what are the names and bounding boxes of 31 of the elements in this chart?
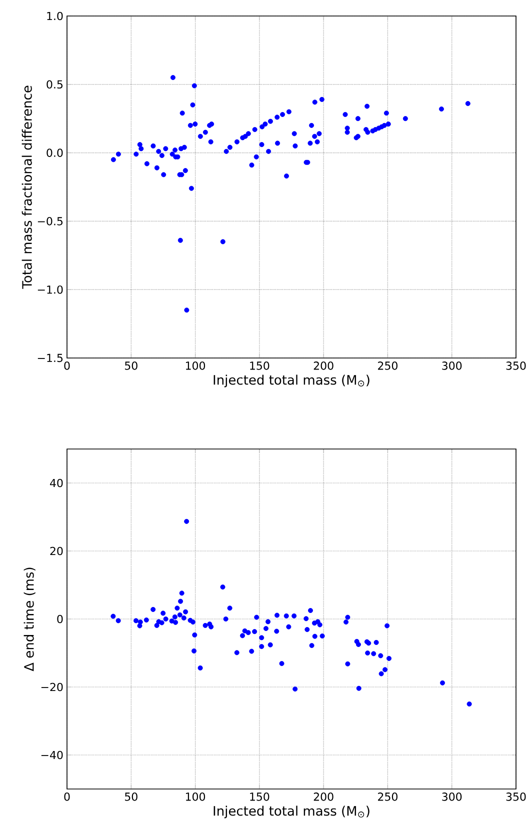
x-tick-label: 300 xyxy=(442,362,462,370)
x-tick-label: 200 xyxy=(314,792,334,801)
y-tick-label: 40 xyxy=(50,478,63,488)
y-tick-label: −1.5 xyxy=(38,354,63,362)
x-tick-label: 250 xyxy=(378,792,398,801)
x-tick-label: 150 xyxy=(250,792,270,801)
x-tick-label: 50 xyxy=(125,792,138,801)
x-axis-title: Injected total mass (M$_{⊙}$) xyxy=(214,806,370,818)
y-axis-title: Δ end time (ms) xyxy=(24,568,36,672)
y-tick-label: −20 xyxy=(41,682,63,692)
x-axis-title: Injected total mass (M$_{⊙}$) xyxy=(214,374,370,388)
x-tick-label: 300 xyxy=(442,792,462,801)
y-tick-label: −0.5 xyxy=(38,217,63,226)
y-tick-label: 0.5 xyxy=(46,80,63,89)
y-tick-label: −40 xyxy=(41,750,63,760)
x-tick-label: 0 xyxy=(64,362,70,370)
y-axis-title: Total mass fractional difference xyxy=(22,86,32,289)
x-tick-label: 350 xyxy=(506,792,526,801)
x-tick-label: 350 xyxy=(506,362,526,370)
x-tick-label: 150 xyxy=(250,362,270,370)
y-tick-label: 1.0 xyxy=(47,12,63,20)
y-tick-label: 0.0 xyxy=(46,148,63,157)
x-tick-label: 100 xyxy=(186,362,206,370)
x-tick-label: 0 xyxy=(64,792,70,801)
x-tick-label: 250 xyxy=(378,362,398,370)
x-tick-label: 100 xyxy=(186,792,206,801)
y-tick-label: 0 xyxy=(57,614,63,624)
y-tick-label: 20 xyxy=(50,546,63,556)
x-tick-label: 50 xyxy=(125,362,138,370)
y-tick-label: −1.0 xyxy=(38,285,63,294)
x-tick-label: 200 xyxy=(314,362,334,370)
